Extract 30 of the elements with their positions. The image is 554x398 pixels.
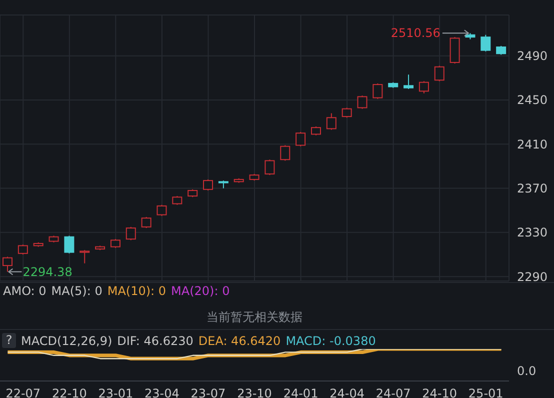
- y-tick-label: 2410: [517, 137, 548, 152]
- x-tick-label: 22-07: [6, 386, 41, 398]
- x-tick-label: 22-10: [52, 386, 87, 398]
- x-tick-label: 25-01: [468, 386, 504, 398]
- x-tick-label: 23-04: [144, 386, 180, 398]
- y-tick-label: 2450: [517, 93, 548, 108]
- text: ?: [2, 333, 16, 348]
- text: MA(10): 0: [107, 284, 166, 298]
- x-tick-label: 23-10: [237, 386, 272, 398]
- text: MACD(12,26,9): [21, 334, 112, 348]
- x-tick-label: 23-07: [190, 386, 226, 398]
- annotation: 2510.56: [390, 26, 440, 40]
- y-tick-label: 2330: [517, 226, 548, 240]
- text: MA(5): 0: [51, 284, 102, 298]
- text: DIF: 46.6230: [117, 334, 194, 348]
- annotation: 2294.38: [22, 264, 72, 279]
- x-tick-label: 24-04: [330, 386, 364, 398]
- y-tick-label: 2290: [517, 270, 548, 284]
- y-tick-label: 2490: [517, 49, 548, 64]
- x-tick-label: 24-10: [422, 386, 458, 398]
- text: MACD: -0.0380: [286, 334, 376, 348]
- text: DEA: 46.6420: [198, 334, 281, 348]
- text: 当前暂无相关数据: [206, 309, 304, 326]
- text: MA(20): 0: [171, 284, 230, 298]
- text: 0.0: [517, 364, 536, 378]
- x-tick-label: 24-01: [283, 386, 318, 398]
- x-tick-label: 23-01: [98, 386, 134, 398]
- x-tick-label: 24-07: [376, 386, 411, 398]
- y-tick-label: 2370: [517, 182, 548, 196]
- text: AMO: 0: [3, 284, 46, 298]
